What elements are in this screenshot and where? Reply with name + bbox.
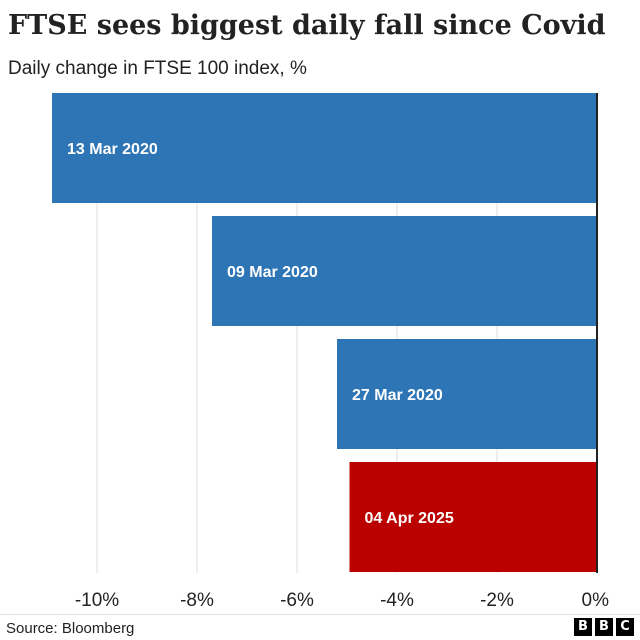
- x-tick-label: -8%: [180, 590, 214, 611]
- x-tick-label: -4%: [380, 590, 414, 611]
- bar: [212, 216, 597, 326]
- x-tick-label: -2%: [480, 590, 514, 611]
- bar: [337, 339, 597, 449]
- chart-title: FTSE sees biggest daily fall since Covid: [8, 10, 606, 41]
- footer-divider: [0, 614, 640, 615]
- bbc-logo-letter: B: [595, 618, 613, 636]
- bbc-logo: B B C: [574, 618, 634, 636]
- bar-label: 27 Mar 2020: [352, 387, 443, 404]
- bar-label: 09 Mar 2020: [227, 264, 318, 281]
- source-note: Source: Bloomberg: [6, 620, 135, 637]
- x-tick-label: 0%: [582, 590, 610, 611]
- bar-label: 04 Apr 2025: [365, 510, 454, 527]
- bar: [52, 93, 597, 203]
- bar-label: 13 Mar 2020: [67, 141, 158, 158]
- bar: [349, 462, 597, 572]
- bar-chart: 13 Mar 2020 09 Mar 2020 27 Mar 2020 04 Apr …: [52, 93, 610, 611]
- x-tick-label: -6%: [280, 590, 314, 611]
- bbc-logo-letter: C: [616, 618, 634, 636]
- chart-subtitle: Daily change in FTSE 100 index, %: [8, 58, 307, 79]
- x-tick-label: -10%: [75, 590, 119, 611]
- bbc-logo-letter: B: [574, 618, 592, 636]
